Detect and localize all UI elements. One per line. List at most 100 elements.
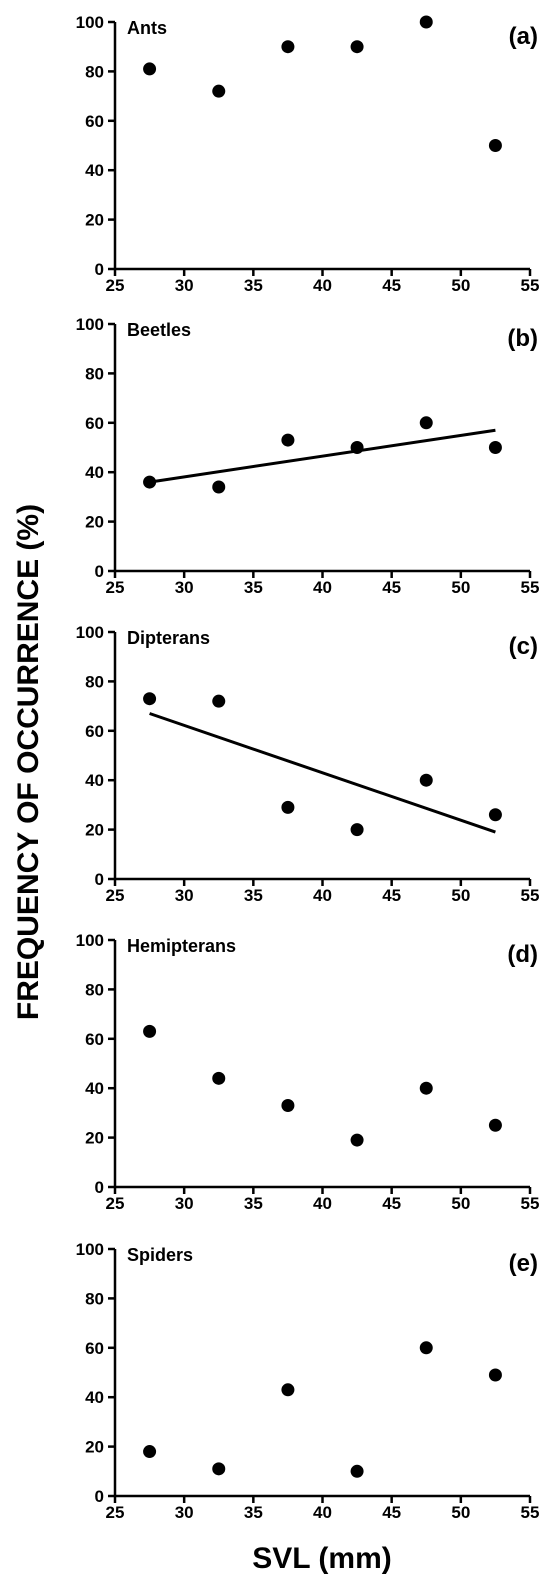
data-point [281, 1383, 295, 1397]
panel-title: Ants [127, 18, 167, 38]
x-tick-label: 50 [451, 1503, 470, 1522]
x-tick-label: 40 [313, 886, 332, 905]
panels: 0 20 40 60 80 100 25 30 35 40 45 50 55 Ants (a) 0 20 40 60… [76, 13, 540, 1522]
y-tick-label: 100 [76, 315, 104, 334]
data-point [350, 1464, 364, 1478]
y-tick-label: 20 [85, 821, 104, 840]
data-point [350, 823, 364, 837]
chart-panel-2: 0 20 40 60 80 100 25 30 35 40 45 50 55 Beetles (b) [76, 315, 540, 597]
data-point [488, 441, 502, 454]
x-tick-label: 25 [106, 276, 125, 295]
x-tick-label: 35 [244, 1503, 263, 1522]
panel-label: (a) [509, 23, 538, 50]
chart-panel-4: 0 20 40 60 80 100 25 30 35 40 45 50 55 Hemipterans (d) [76, 931, 540, 1213]
chart-panel-1: 0 20 40 60 80 100 25 30 35 40 45 50 55 Ants (a) [76, 13, 540, 295]
y-tick-label: 40 [85, 463, 104, 482]
data-point [350, 1133, 364, 1147]
x-tick-label: 45 [382, 1194, 401, 1213]
y-tick-label: 80 [85, 672, 104, 691]
x-tick-label: 45 [382, 1503, 401, 1522]
data-point [281, 433, 295, 447]
data-point [143, 475, 157, 489]
y-tick-label: 60 [85, 1030, 104, 1049]
y-tick-label: 80 [85, 1289, 104, 1308]
panel-label: (d) [507, 941, 538, 968]
panel-label: (c) [509, 633, 538, 660]
y-tick-label: 40 [85, 771, 104, 790]
data-point [419, 15, 433, 29]
panel-title: Spiders [127, 1245, 193, 1265]
x-tick-label: 45 [382, 886, 401, 905]
data-point [488, 1368, 502, 1382]
data-point [143, 1445, 157, 1459]
y-tick-label: 100 [76, 931, 104, 950]
y-tick-label: 80 [85, 980, 104, 999]
y-tick-label: 60 [85, 414, 104, 433]
data-point [281, 40, 295, 54]
y-tick-label: 20 [85, 513, 104, 532]
y-tick-label: 40 [85, 1079, 104, 1098]
y-tick-label: 60 [85, 722, 104, 741]
data-point [212, 480, 226, 494]
x-tick-label: 55 [521, 578, 540, 597]
y-tick-label: 20 [85, 1129, 104, 1148]
x-tick-label: 35 [244, 276, 263, 295]
y-tick-label: 60 [85, 112, 104, 131]
x-tick-label: 50 [451, 276, 470, 295]
data-point [488, 139, 502, 152]
y-tick-label: 100 [76, 1240, 104, 1259]
data-point [350, 40, 364, 54]
data-point [143, 692, 157, 706]
x-tick-label: 55 [521, 276, 540, 295]
x-tick-label: 45 [382, 276, 401, 295]
chart-panel-3: 0 20 40 60 80 100 25 30 35 40 45 50 55 Dipterans (c) [76, 623, 540, 905]
x-tick-label: 35 [244, 886, 263, 905]
y-tick-label: 20 [85, 1438, 104, 1457]
panel-title: Beetles [127, 320, 191, 340]
x-axis-title: SVL (mm) [252, 1542, 391, 1575]
x-tick-label: 25 [106, 1503, 125, 1522]
y-tick-label: 60 [85, 1339, 104, 1358]
data-point [143, 1024, 157, 1038]
trend-line [149, 428, 496, 484]
data-point [212, 1071, 226, 1085]
data-point [488, 1118, 502, 1132]
y-tick-label: 0 [95, 260, 104, 279]
data-point [419, 1081, 433, 1095]
panel-title: Hemipterans [127, 936, 236, 956]
data-point [488, 808, 502, 822]
y-tick-label: 0 [95, 1487, 104, 1506]
x-tick-label: 25 [106, 578, 125, 597]
x-tick-label: 40 [313, 276, 332, 295]
data-point [419, 416, 433, 430]
y-tick-label: 100 [76, 623, 104, 642]
y-tick-label: 0 [95, 870, 104, 889]
x-tick-label: 40 [313, 1194, 332, 1213]
x-tick-label: 25 [106, 886, 125, 905]
y-tick-label: 20 [85, 211, 104, 230]
data-point [281, 1098, 295, 1112]
x-tick-label: 50 [451, 578, 470, 597]
y-tick-label: 0 [95, 562, 104, 581]
x-tick-label: 30 [175, 1194, 194, 1213]
panel-title: Dipterans [127, 628, 210, 648]
y-tick-label: 0 [95, 1178, 104, 1197]
x-tick-label: 30 [175, 1503, 194, 1522]
x-tick-label: 30 [175, 578, 194, 597]
x-tick-label: 55 [521, 886, 540, 905]
y-tick-label: 100 [76, 13, 104, 32]
data-point [212, 694, 226, 708]
x-tick-label: 30 [175, 276, 194, 295]
x-tick-label: 50 [451, 886, 470, 905]
x-tick-label: 35 [244, 1194, 263, 1213]
y-tick-label: 40 [85, 161, 104, 180]
data-point [419, 773, 433, 787]
y-tick-label: 40 [85, 1388, 104, 1407]
y-tick-label: 80 [85, 62, 104, 81]
x-tick-label: 55 [521, 1503, 540, 1522]
data-point [212, 84, 226, 98]
x-tick-label: 55 [521, 1194, 540, 1213]
data-point [143, 62, 157, 76]
chart-panel-5: 0 20 40 60 80 100 25 30 35 40 45 50 55 Spiders (e) [76, 1240, 540, 1522]
